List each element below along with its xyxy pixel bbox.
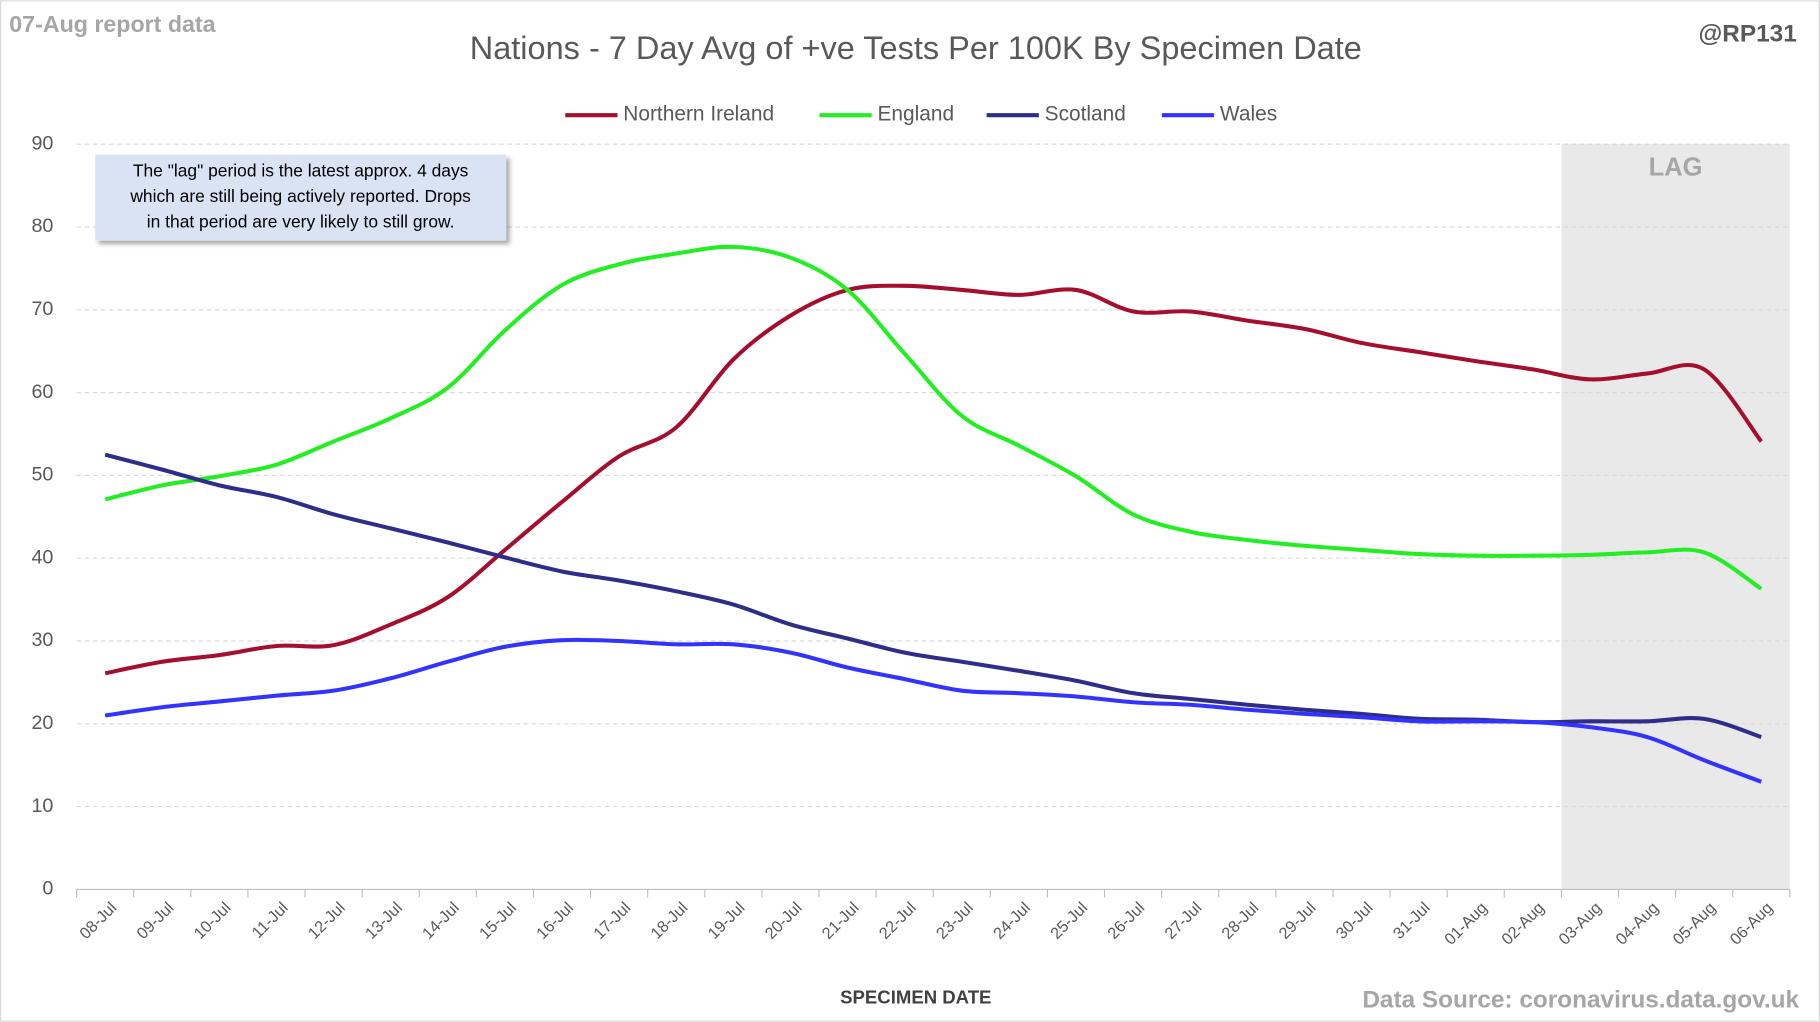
y-tick-label: 50 <box>31 464 53 486</box>
y-tick-label: 40 <box>31 546 53 568</box>
lag-label: LAG <box>1649 153 1703 181</box>
y-tick-label: 60 <box>31 381 53 403</box>
legend-label: Wales <box>1220 103 1277 126</box>
note-line: The "lag" period is the latest approx. 4… <box>133 161 469 181</box>
legend-label: Northern Ireland <box>623 103 774 126</box>
y-tick-label: 30 <box>31 629 53 651</box>
data-source: Data Source: coronavirus.data.gov.uk <box>1362 986 1799 1013</box>
series-line <box>104 637 1762 784</box>
series-line <box>104 283 1763 676</box>
y-tick-label: 0 <box>42 878 53 900</box>
note-line: which are still being actively reported.… <box>129 186 471 206</box>
y-tick-label: 90 <box>31 132 53 154</box>
x-axis-title: SPECIMEN DATE <box>840 986 991 1007</box>
note-background <box>95 154 507 241</box>
y-tick-label: 80 <box>31 215 53 237</box>
y-tick-label: 70 <box>31 298 53 320</box>
legend-label: England <box>878 103 955 126</box>
y-tick-label: 20 <box>31 712 53 734</box>
y-tick-label: 10 <box>31 795 53 817</box>
note-box: The "lag" period is the latest approx. 4… <box>95 154 507 241</box>
report-label: 07-Aug report data <box>9 11 216 37</box>
note-line: in that period are very likely to still … <box>147 212 455 232</box>
legend-label: Scotland <box>1045 103 1126 126</box>
author: @RP131 <box>1699 21 1797 48</box>
chart-title: Nations - 7 Day Avg of +ve Tests Per 100… <box>470 30 1362 66</box>
series-line <box>104 244 1763 591</box>
lag-region <box>1561 144 1790 890</box>
